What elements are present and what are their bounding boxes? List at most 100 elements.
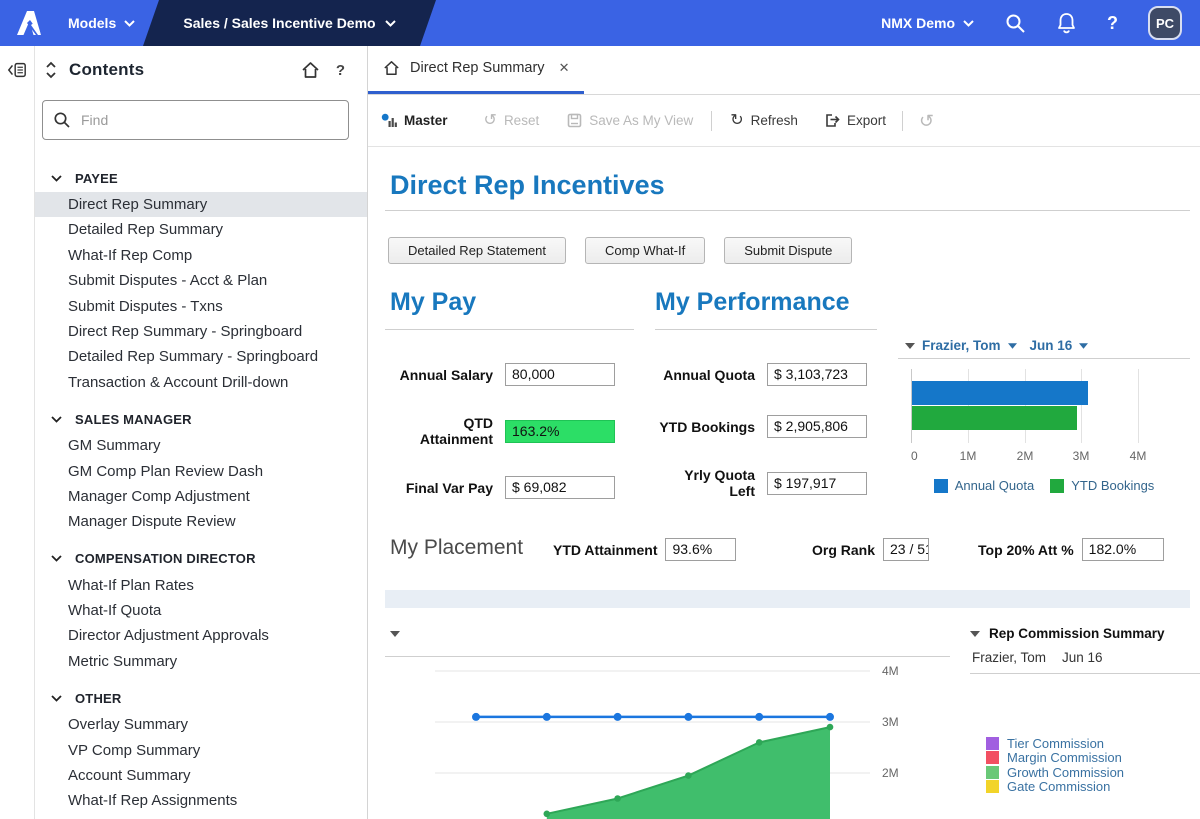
sidebar-item[interactable]: Direct Rep Summary — [35, 192, 367, 218]
field-value[interactable]: 163.2% — [505, 419, 615, 443]
find-input[interactable] — [81, 112, 311, 128]
data-point — [755, 739, 763, 746]
form-field-row: QTD Attainment 163.2% — [388, 415, 615, 447]
ytd-attainment-field: YTD Attainment 93.6% — [553, 538, 737, 561]
contents-tree: PAYEE Direct Rep Summary Detailed Rep Summ… — [35, 140, 367, 814]
tree-section-header[interactable]: PAYEE — [35, 164, 367, 192]
rep-commission-summary-panel: Rep Commission Summary Frazier, Tom Jun … — [970, 626, 1200, 794]
sidebar-item[interactable]: What-If Quota — [68, 602, 162, 620]
reset-icon: ↺ — [483, 111, 497, 129]
comp-what-if-button[interactable]: Comp What-If — [585, 237, 706, 264]
field-value[interactable]: 182.0% — [1081, 538, 1164, 561]
field-value[interactable]: $ 69,082 — [505, 476, 615, 499]
sidebar-item[interactable]: Direct Rep Summary - Springboard — [68, 322, 303, 340]
legend-item: Annual Quota — [933, 478, 1034, 493]
sidebar-item[interactable]: Director Adjustment Approvals — [68, 627, 269, 645]
tree-section-header[interactable]: COMPENSATION DIRECTOR — [35, 545, 367, 573]
legend-swatch — [986, 765, 999, 779]
reset-button[interactable]: ↺ Reset — [483, 111, 540, 129]
submit-dispute-button[interactable]: Submit Dispute — [724, 237, 853, 264]
sidebar-item[interactable]: What-If Rep Assignments — [68, 792, 238, 810]
top20-att-field: Top 20% Att % 182.0% — [978, 538, 1164, 561]
sidebar-item[interactable]: Manager Comp Adjustment — [68, 487, 250, 505]
workspace-menu[interactable]: NMX Demo — [881, 15, 974, 31]
master-view-button[interactable]: Master — [381, 113, 448, 128]
detailed-rep-statement-button[interactable]: Detailed Rep Statement — [388, 237, 567, 264]
view-toolbar: Master ↺ Reset Save As My View ↻ Refresh — [368, 95, 1200, 147]
save-as-my-view-button[interactable]: Save As My View — [567, 113, 693, 128]
gridline — [1081, 369, 1082, 443]
collapse-chart-icon[interactable] — [390, 631, 400, 637]
field-value[interactable]: $ 2,905,806 — [767, 415, 867, 438]
notifications-bell-icon[interactable] — [1056, 12, 1077, 34]
form-field-row: Annual Quota $ 3,103,723 — [655, 363, 867, 386]
sidebar-item[interactable]: Submit Disputes - Txns — [68, 297, 223, 315]
tree-section-header[interactable]: SALES MANAGER — [35, 405, 367, 433]
sidebar-item[interactable]: Detailed Rep Summary - Springboard — [68, 348, 319, 366]
sidebar-item[interactable]: GM Comp Plan Review Dash — [68, 462, 264, 480]
legend-item: Growth Commission — [986, 765, 1200, 780]
close-tab-icon[interactable]: ✕ — [558, 60, 570, 75]
models-menu[interactable]: Models — [68, 15, 135, 31]
axis-tick-label: 4M — [1129, 449, 1147, 463]
current-model-tab[interactable]: Sales / Sales Incentive Demo — [143, 0, 436, 46]
legend-label: Margin Commission — [1007, 750, 1122, 766]
home-icon[interactable] — [301, 61, 320, 79]
form-field-row: YTD Bookings $ 2,905,806 — [655, 415, 867, 438]
axis-tick-label: 1M — [959, 449, 977, 463]
axis-tick-label: 2M — [1016, 449, 1034, 463]
field-value[interactable]: 23 / 51 — [883, 538, 930, 561]
tree-section-header[interactable]: OTHER — [35, 684, 367, 712]
collapse-panel-icon[interactable] — [970, 630, 980, 637]
person-selector[interactable]: Frazier, Tom — [922, 338, 1001, 353]
find-box[interactable] — [42, 100, 349, 140]
sidebar-item[interactable]: What-If Plan Rates — [68, 576, 194, 594]
sidebar-item[interactable]: Detailed Rep Summary — [68, 221, 224, 239]
sidebar-item[interactable]: Submit Disputes - Acct & Plan — [68, 272, 268, 290]
field-value[interactable]: $ 3,103,723 — [767, 363, 867, 386]
refresh-button[interactable]: ↻ Refresh — [730, 112, 798, 129]
user-avatar[interactable]: PC — [1148, 6, 1182, 40]
sidebar-item[interactable]: Manager Dispute Review — [68, 513, 236, 531]
sidebar-item[interactable]: What-If Rep Comp — [68, 246, 193, 264]
data-point — [472, 712, 480, 721]
chevron-down-icon — [124, 19, 135, 27]
field-label: Org Rank — [812, 541, 876, 558]
sidebar-item[interactable]: Metric Summary — [68, 652, 178, 670]
field-value[interactable]: 80,000 — [505, 363, 615, 386]
field-value[interactable]: $ 197,917 — [767, 471, 867, 495]
person-label: Frazier, Tom — [972, 650, 1047, 665]
tab-direct-rep-summary[interactable]: Direct Rep Summary ✕ — [368, 45, 585, 94]
sidebar-item[interactable]: Transaction & Account Drill-down — [68, 373, 289, 391]
sidebar-item[interactable]: VP Comp Summary — [68, 741, 201, 759]
data-point — [684, 712, 693, 721]
export-button[interactable]: Export — [824, 113, 886, 128]
legend-swatch — [986, 736, 999, 750]
sidebar-help-icon[interactable]: ? — [335, 61, 345, 79]
sidebar-item[interactable]: Overlay Summary — [68, 716, 189, 734]
unfold-sections-icon[interactable] — [45, 61, 57, 79]
legend-label: Gate Commission — [1007, 779, 1111, 795]
collapse-chart-icon[interactable] — [905, 342, 915, 349]
search-icon — [54, 112, 70, 128]
collapse-panel-icon[interactable] — [7, 60, 27, 80]
chevron-down-icon — [385, 20, 396, 27]
undo-button[interactable]: ↺ — [919, 112, 934, 130]
field-value[interactable]: 93.6% — [665, 538, 737, 561]
sidebar-item[interactable]: GM Summary — [68, 437, 161, 455]
field-label: Annual Quota — [663, 366, 755, 383]
chevron-down-icon[interactable] — [1079, 342, 1089, 349]
chevron-down-icon[interactable] — [1007, 342, 1017, 349]
search-icon[interactable] — [1004, 12, 1026, 34]
pie-legend: Tier Commission Margin Commission Growth C… — [970, 736, 1200, 794]
divider — [385, 210, 1190, 211]
chevron-down-icon — [51, 555, 62, 562]
axis-tick-label: 4M — [882, 664, 899, 678]
sidebar-item[interactable]: Account Summary — [68, 767, 191, 785]
bar-chart-legend: Annual Quota YTD Bookings — [898, 478, 1190, 493]
help-icon[interactable]: ? — [1107, 12, 1118, 33]
anaplan-logo — [12, 8, 46, 38]
data-point — [685, 772, 692, 779]
period-selector[interactable]: Jun 16 — [1029, 338, 1073, 353]
chevron-down-icon — [51, 415, 62, 423]
